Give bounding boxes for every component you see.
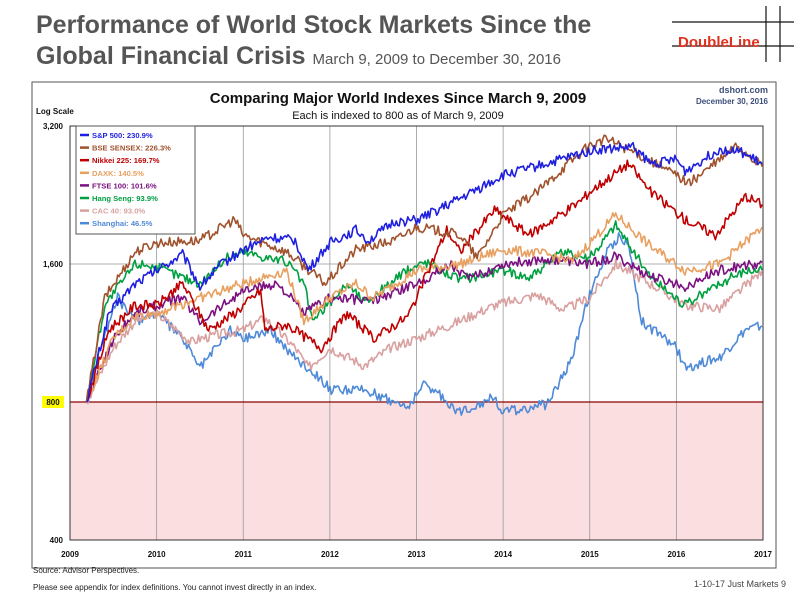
plot-area: [69, 125, 764, 541]
page-number: 1-10-17 Just Markets 9: [693, 579, 786, 589]
baseline-label-bg: [42, 396, 64, 408]
legend-label: Nikkei 225: 169.7%: [92, 156, 160, 165]
legend-box: [75, 125, 196, 235]
y-tick-label: 1,600: [43, 260, 64, 269]
slide-title-line1: Performance of World Stock Markets Since…: [36, 11, 592, 39]
x-tick-label: 2015: [581, 550, 599, 559]
legend-label: CAC 40: 93.0%: [92, 207, 145, 216]
slide-title: Performance of World Stock Markets Since…: [36, 10, 636, 75]
doubleline-logo: DoubleLine: [678, 34, 760, 51]
slide-title-line2: Global Financial Crisis: [36, 42, 306, 70]
series-line-daxk: [85, 212, 763, 403]
y-tick-label: 3,200: [43, 122, 64, 131]
series-line-cac-40: [85, 258, 763, 405]
disclaimer-note: Please see appendix for index definition…: [33, 583, 317, 592]
series-line-bse-sensex: [85, 134, 763, 403]
x-tick-label: 2010: [148, 550, 166, 559]
x-axis-ticks: 2009 2010 2011 2012 2013 2014 2015 2016 2017: [61, 550, 772, 559]
credit-site: dshort.com: [719, 85, 768, 95]
baseline-label: 800: [46, 398, 60, 407]
legend-label: FTSE 100: 101.6%: [92, 181, 157, 190]
chart-legend: S&P 500: 230.9% BSE SENSEX: 226.3% Nikkei …: [80, 131, 171, 228]
x-tick-label: 2016: [667, 550, 685, 559]
x-tick-label: 2017: [754, 550, 772, 559]
source-note: Source: Advisor Perspectives.: [33, 566, 140, 575]
logo-grid-icon: [672, 6, 794, 62]
x-tick-label: 2013: [408, 550, 426, 559]
series-line-s-p-500: [86, 141, 763, 403]
legend-label: S&P 500: 230.9%: [92, 131, 153, 140]
y-axis-label: Log Scale: [36, 107, 74, 116]
credit-date: December 30, 2016: [696, 97, 769, 106]
series-line-nikkei-225: [85, 159, 763, 403]
slide-subtitle: March 9, 2009 to December 30, 2016: [312, 51, 561, 68]
chart-title: Comparing Major World Indexes Since Marc…: [210, 90, 587, 107]
chart-series: [85, 134, 763, 416]
x-tick-label: 2011: [235, 550, 253, 559]
series-line-shanghai: [85, 232, 763, 416]
legend-label: Hang Seng: 93.9%: [92, 194, 158, 203]
legend-label: BSE SENSEX: 226.3%: [92, 144, 171, 153]
chart-subtitle: Each is indexed to 800 as of March 9, 20…: [292, 110, 504, 122]
x-tick-label: 2009: [61, 550, 79, 559]
x-tick-label: 2012: [321, 550, 339, 559]
x-tick-label: 2014: [494, 550, 512, 559]
y-tick-label: 400: [50, 536, 64, 545]
legend-label: Shanghai: 46.5%: [92, 219, 153, 228]
legend-label: DAXK: 140.5%: [92, 169, 144, 178]
